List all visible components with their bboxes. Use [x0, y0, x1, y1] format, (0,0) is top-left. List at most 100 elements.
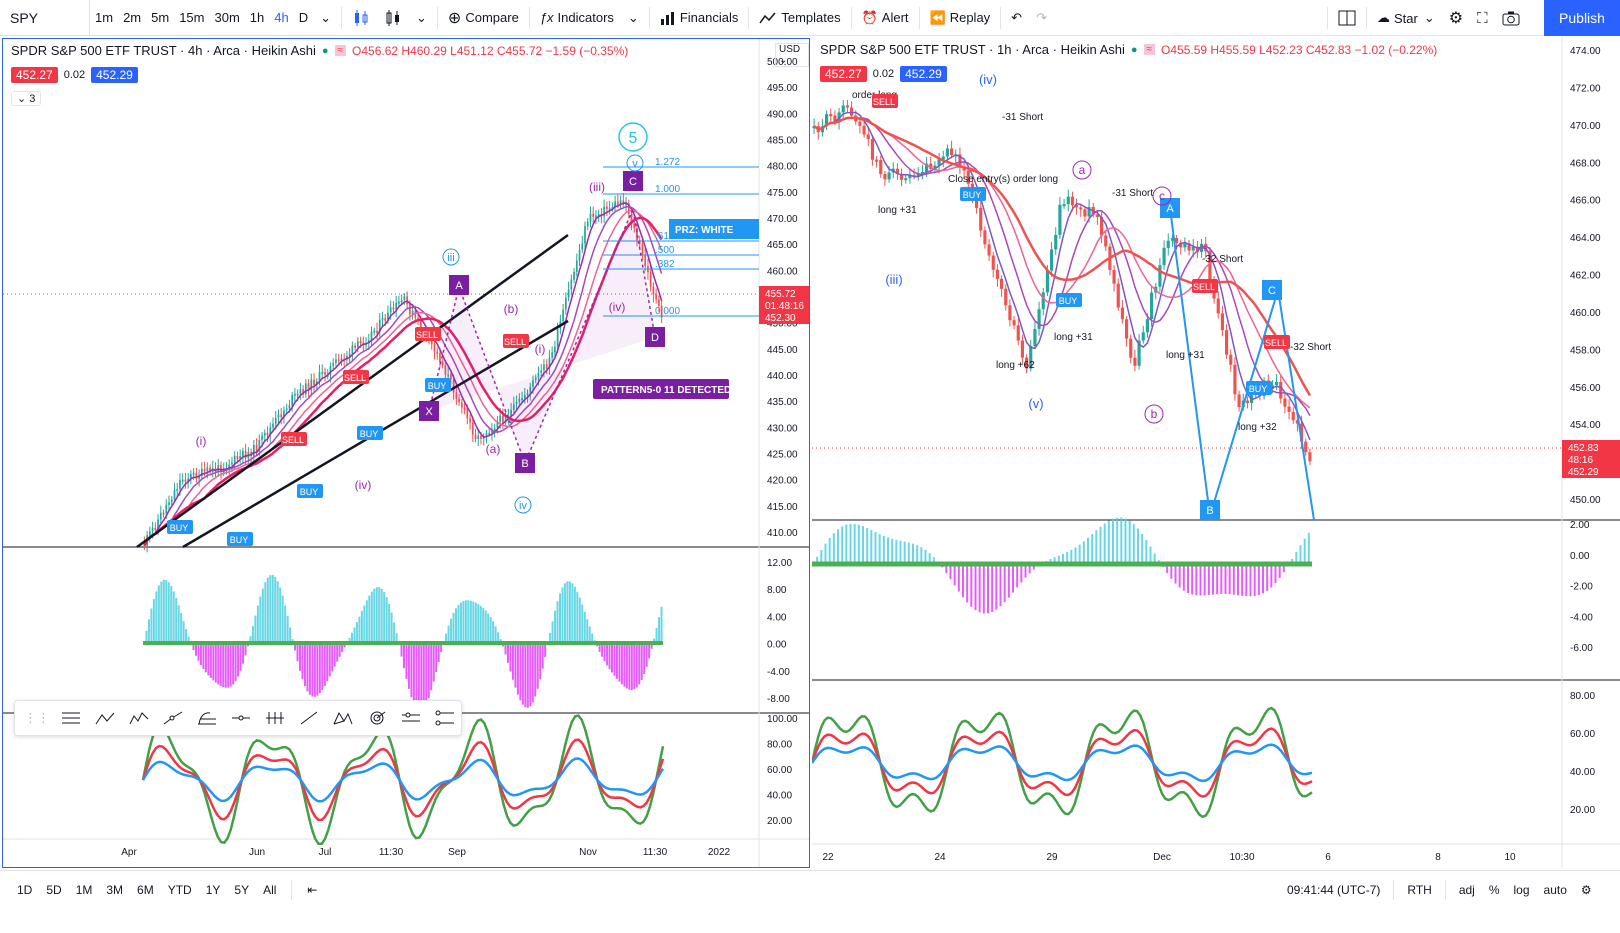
- histogram-bar: [1207, 564, 1210, 596]
- rsi-line: [812, 706, 1313, 819]
- histogram-bar: [1216, 564, 1219, 595]
- legend-settings-icon[interactable]: ≈: [334, 45, 347, 56]
- signal-label: SELL: [504, 337, 526, 347]
- trend-line-tool-icon[interactable]: [293, 704, 325, 732]
- date-range-button[interactable]: ⇤: [300, 883, 324, 897]
- fib-tool-icon[interactable]: [191, 704, 223, 732]
- range-5d[interactable]: 5D: [46, 882, 62, 897]
- range-5y[interactable]: 5Y: [234, 882, 250, 897]
- histogram-bar: [167, 582, 170, 643]
- legend-visibility-icon[interactable]: ●: [1130, 43, 1138, 56]
- symbol-search[interactable]: SPY: [0, 0, 90, 35]
- candle-body: [460, 402, 463, 408]
- abc-pattern-tool-icon[interactable]: [89, 704, 121, 732]
- range-3m[interactable]: 3M: [106, 882, 124, 897]
- function-icon: ƒx: [539, 10, 554, 25]
- range-1d[interactable]: 1D: [17, 882, 33, 897]
- signal-label: SELL: [416, 330, 438, 340]
- interval-1m[interactable]: 1m: [95, 10, 114, 25]
- interval-5m[interactable]: 5m: [151, 10, 170, 25]
- horizontal-lines-tool-icon[interactable]: [55, 704, 87, 732]
- sell-price-button[interactable]: 452.27: [820, 66, 867, 82]
- range-ytd[interactable]: YTD: [167, 882, 192, 897]
- interval-2m[interactable]: 2m: [123, 10, 142, 25]
- candle-body: [534, 377, 537, 381]
- range-tool-icon[interactable]: [429, 704, 461, 732]
- interval-4h[interactable]: 4h: [274, 10, 289, 25]
- session-toggle[interactable]: RTH: [1407, 882, 1432, 897]
- histogram-bar: [318, 643, 321, 694]
- indicators-button[interactable]: ƒx Indicators: [533, 0, 621, 35]
- candle-style-button[interactable]: [377, 0, 409, 35]
- range-1m[interactable]: 1M: [75, 882, 93, 897]
- clock-timezone[interactable]: 09:41:44 (UTC-7): [1287, 882, 1381, 897]
- snapshot-button[interactable]: [1495, 0, 1527, 36]
- left-chart-canvas[interactable]: 500.00 495.00 490.00 485.00 480.00 475.00 470.…: [3, 39, 810, 868]
- drag-handle-icon[interactable]: ⋮⋮: [24, 710, 50, 725]
- range-6m[interactable]: 6M: [137, 882, 154, 897]
- currency-selector[interactable]: USD ⌄: [775, 43, 809, 67]
- undo-button[interactable]: ↶: [1004, 0, 1029, 35]
- candle-body: [589, 213, 592, 222]
- interval-dropdown-chevron-icon[interactable]: ⌄: [320, 9, 332, 25]
- right-chart-pane[interactable]: 474.00 472.00 470.00 468.00 466.00 464.00 462.…: [812, 38, 1620, 868]
- fullscreen-button[interactable]: ⛶: [1470, 0, 1495, 36]
- parallel-channel-tool-icon[interactable]: [395, 704, 427, 732]
- time-axis-label: 6: [1325, 852, 1331, 863]
- range-1y[interactable]: 1Y: [205, 882, 221, 897]
- candle-body: [277, 414, 280, 418]
- histogram-bar: [152, 599, 155, 643]
- bar-style-button[interactable]: [345, 0, 377, 35]
- horizontal-ray-tool-icon[interactable]: [225, 704, 257, 732]
- scale-option-auto[interactable]: auto: [1543, 882, 1567, 897]
- financials-button[interactable]: Financials: [653, 0, 746, 35]
- save-layout-button[interactable]: ☁ Star ⌄: [1370, 0, 1442, 36]
- signal-badge: [167, 520, 193, 534]
- interval-D[interactable]: D: [298, 10, 309, 25]
- redo-button[interactable]: ↷: [1029, 0, 1054, 35]
- signal-label: BUY: [170, 523, 189, 533]
- scale-option-adj[interactable]: adj: [1458, 882, 1475, 897]
- histogram-bar: [445, 633, 448, 643]
- fib-spiral-tool-icon[interactable]: [361, 704, 393, 732]
- scale-option-log[interactable]: log: [1513, 882, 1530, 897]
- settings-button[interactable]: ⚙: [1574, 883, 1599, 897]
- rsi-line: [141, 738, 665, 822]
- layout-button[interactable]: [1331, 0, 1363, 36]
- compare-button[interactable]: ⊕ Compare: [441, 0, 526, 35]
- right-chart-canvas[interactable]: 474.00 472.00 470.00 468.00 466.00 464.00 462.…: [812, 38, 1620, 868]
- signal-badge: [297, 484, 323, 498]
- interval-1h[interactable]: 1h: [249, 10, 265, 25]
- candle-body: [573, 271, 575, 280]
- candle-body: [1179, 242, 1183, 248]
- candle-body: [280, 414, 283, 418]
- buy-price-button[interactable]: 452.29: [900, 66, 947, 82]
- vertical-lines-tool-icon[interactable]: [259, 704, 291, 732]
- histogram-bar: [410, 643, 413, 698]
- publish-button[interactable]: Publish: [1544, 0, 1620, 36]
- sell-price-button[interactable]: 452.27: [11, 67, 58, 83]
- settings-button[interactable]: ⚙: [1442, 0, 1470, 36]
- xabcd-pattern-tool-icon[interactable]: [327, 704, 359, 732]
- legend-settings-icon[interactable]: ≈: [1143, 44, 1156, 55]
- buy-price-button[interactable]: 452.29: [91, 67, 138, 83]
- candle-body: [302, 389, 304, 395]
- osc-axis-label: 12.00: [767, 558, 792, 569]
- elliott-wave-tool-icon[interactable]: [123, 704, 155, 732]
- path-tool-icon[interactable]: [157, 704, 189, 732]
- templates-button[interactable]: Templates: [752, 0, 847, 35]
- chart-type-chevron-icon[interactable]: ⌄: [416, 9, 427, 25]
- wave-circle: [442, 248, 460, 266]
- scale-option-percent[interactable]: %: [1488, 882, 1500, 897]
- interval-15m[interactable]: 15m: [179, 10, 205, 25]
- legend-visibility-icon[interactable]: ●: [321, 44, 329, 57]
- range-all[interactable]: All: [263, 882, 277, 897]
- candle-body: [548, 357, 551, 369]
- interval-30m[interactable]: 30m: [214, 10, 240, 25]
- left-chart-pane[interactable]: 500.00 495.00 490.00 485.00 480.00 475.00 470.…: [2, 38, 810, 868]
- indicators-collapse-toggle[interactable]: ⌄ 3: [11, 91, 42, 106]
- replay-button[interactable]: ⏪ Replay: [923, 0, 998, 35]
- indicators-chevron-icon[interactable]: ⌄: [627, 9, 639, 25]
- alert-button[interactable]: ⏰ Alert: [855, 0, 916, 35]
- replay-label: Replay: [949, 10, 991, 25]
